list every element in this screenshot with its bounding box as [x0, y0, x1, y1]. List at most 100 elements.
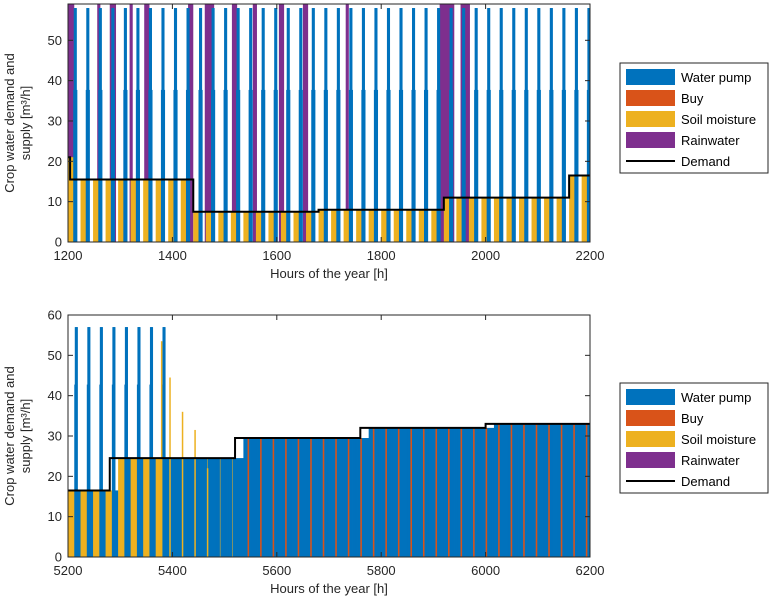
- soil-moisture-bar: [444, 197, 446, 242]
- water-pump-bar: [551, 423, 553, 557]
- soil-moisture-bar: [69, 490, 71, 557]
- water-pump-bar: [227, 458, 229, 557]
- water-pump-bar: [366, 438, 368, 557]
- water-pump-bar: [488, 8, 490, 242]
- soil-moisture-bar: [523, 197, 525, 242]
- water-pump-bar: [161, 384, 163, 557]
- water-pump-bar: [391, 427, 393, 557]
- soil-moisture-bar: [95, 179, 97, 242]
- soil-moisture-bar: [370, 209, 372, 242]
- water-pump-bar: [493, 423, 495, 557]
- water-pump-bar: [261, 438, 263, 557]
- water-pump-bar: [286, 438, 288, 557]
- water-pump-bar: [264, 438, 266, 557]
- water-pump-bar: [164, 89, 166, 242]
- soil-moisture-bar: [134, 179, 136, 242]
- water-pump-bar: [349, 438, 351, 557]
- x-tick-label: 5200: [54, 563, 83, 578]
- buy-bar: [473, 427, 475, 557]
- water-pump-bar: [439, 8, 441, 242]
- water-pump-bar: [367, 438, 369, 557]
- water-pump-bar: [571, 423, 573, 557]
- water-pump-bar: [214, 89, 216, 242]
- water-pump-bar: [77, 490, 79, 557]
- water-pump-bar: [75, 327, 77, 557]
- water-pump-bar: [142, 458, 144, 557]
- water-pump-bar: [457, 427, 459, 557]
- water-pump-bar: [256, 438, 258, 557]
- soil-moisture-bar: [422, 209, 424, 242]
- water-pump-bar: [444, 427, 446, 557]
- water-pump-bar: [351, 438, 353, 557]
- water-pump-bar: [136, 8, 138, 242]
- water-pump-bar: [496, 423, 498, 557]
- water-pump-bar: [532, 423, 534, 557]
- water-pump-bar: [213, 458, 215, 557]
- water-pump-bar: [552, 423, 554, 557]
- water-pump-bar: [557, 423, 559, 557]
- water-pump-bar: [357, 438, 359, 557]
- x-tick-label: 1600: [262, 248, 291, 263]
- water-pump-bar: [427, 427, 429, 557]
- water-pump-bar: [315, 438, 317, 557]
- soil-moisture-bar: [481, 197, 483, 242]
- water-pump-bar: [451, 8, 453, 242]
- soil-moisture-bar: [223, 211, 225, 242]
- water-pump-bar: [88, 8, 90, 242]
- soil-moisture-bar: [307, 211, 309, 242]
- water-pump-bar: [386, 427, 388, 557]
- water-pump-bar: [526, 8, 528, 242]
- soil-moisture-bar: [448, 197, 450, 242]
- soil-moisture-bar: [147, 179, 149, 242]
- water-pump-bar: [550, 423, 552, 557]
- water-pump-bar: [565, 423, 567, 557]
- water-pump-bar: [309, 438, 311, 557]
- buy-bar: [248, 438, 250, 557]
- soil-moisture-bar: [68, 490, 70, 557]
- water-pump-bar: [426, 427, 428, 557]
- water-pump-bar: [412, 8, 414, 242]
- water-pump-bar: [235, 458, 237, 557]
- buy-bar: [298, 438, 300, 557]
- water-pump-bar: [300, 438, 302, 557]
- water-pump-bar: [569, 423, 571, 557]
- buy-bar: [373, 427, 375, 557]
- soil-moisture-bar: [243, 211, 245, 242]
- water-pump-bar: [266, 438, 268, 557]
- buy-bar: [272, 438, 274, 557]
- water-pump-bar: [227, 458, 229, 557]
- soil-moisture-bar: [95, 490, 97, 557]
- soil-moisture-bar: [309, 211, 311, 242]
- water-pump-bar: [389, 427, 391, 557]
- water-pump-bar: [363, 438, 365, 557]
- water-pump-bar: [403, 427, 405, 557]
- water-pump-bar: [537, 8, 539, 242]
- buy-bar: [523, 423, 525, 557]
- water-pump-bar: [521, 423, 523, 557]
- water-pump-bar: [513, 423, 515, 557]
- water-pump-bar: [153, 458, 155, 557]
- soil-moisture-bar: [320, 209, 322, 242]
- legend-label: Soil moisture: [681, 112, 756, 127]
- soil-moisture-bar: [509, 197, 511, 242]
- water-pump-bar: [105, 490, 107, 557]
- water-pump-bar: [251, 89, 253, 242]
- soil-moisture-bar: [483, 197, 485, 242]
- soil-moisture-bar: [307, 211, 309, 242]
- water-pump-bar: [572, 423, 574, 557]
- water-pump-bar: [515, 423, 517, 557]
- water-pump-bar: [475, 427, 477, 557]
- water-pump-bar: [176, 458, 178, 557]
- water-pump-bar: [464, 427, 466, 557]
- water-pump-bar: [195, 458, 197, 557]
- water-pump-bar: [414, 8, 416, 242]
- water-pump-bar: [278, 438, 280, 557]
- water-pump-bar: [102, 490, 104, 557]
- water-pump-bar: [253, 438, 255, 557]
- water-pump-bar: [394, 427, 396, 557]
- water-pump-bar: [399, 427, 401, 557]
- soil-moisture-bar: [421, 209, 423, 242]
- water-pump-bar: [500, 8, 502, 242]
- water-pump-bar: [184, 458, 186, 557]
- water-pump-bar: [87, 8, 89, 242]
